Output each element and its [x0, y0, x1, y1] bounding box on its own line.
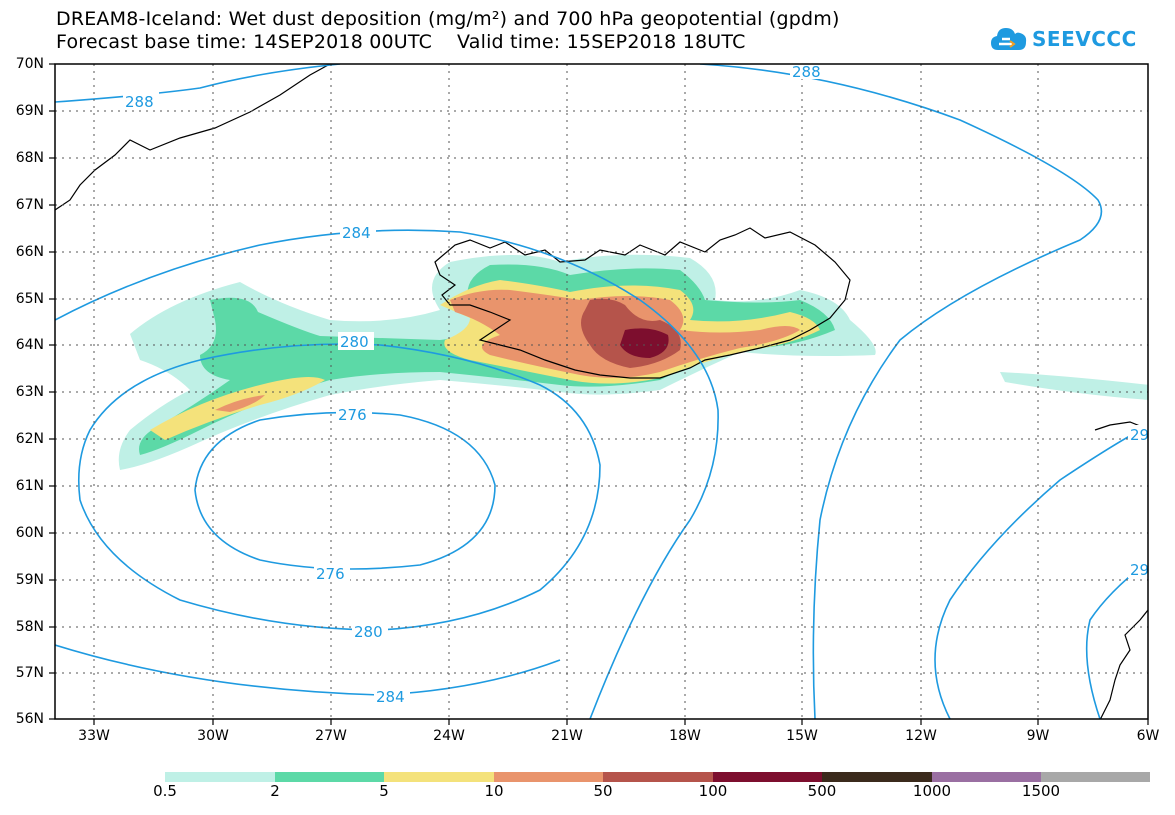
lon-label: 15W — [786, 728, 818, 744]
chart-title: DREAM8-Iceland: Wet dust deposition (mg/… — [56, 8, 840, 30]
legend-swatch-3 — [494, 772, 603, 782]
legend-label: 500 — [807, 782, 837, 800]
lat-label: 68N — [15, 150, 44, 166]
lat-label: 56N — [15, 711, 44, 727]
legend-colorbar — [165, 772, 1150, 782]
contour-276 — [194, 411, 496, 570]
legend-label: 5 — [379, 782, 389, 800]
greenland-coastline — [55, 64, 331, 211]
contour-labels: 288 288 284 284 280 280 276 276 29 29 — [123, 63, 1149, 706]
contour-label-276-a: 276 — [338, 406, 367, 424]
contour-288-north — [55, 64, 341, 103]
contour-292-south — [1085, 560, 1148, 719]
lat-label: 63N — [15, 384, 44, 400]
contour-label-280-a: 280 — [340, 333, 369, 351]
legend-swatch-1 — [275, 772, 384, 782]
contour-label-280-b: 280 — [354, 623, 383, 641]
dust-deposition-field — [118, 254, 1148, 470]
contour-label-292-a: 29 — [1130, 426, 1149, 444]
lon-label: 30W — [197, 728, 229, 744]
scotland-coastline — [1099, 609, 1148, 719]
contour-label-288-b: 288 — [792, 63, 821, 81]
logo-text: SEEVCCC — [1032, 27, 1137, 51]
lat-label: 58N — [15, 619, 44, 635]
lat-label: 67N — [15, 197, 44, 213]
contour-label-292-b: 29 — [1130, 561, 1149, 579]
lon-label: 24W — [433, 728, 465, 744]
contour-label-288-a: 288 — [125, 93, 154, 111]
legend-swatch-0 — [165, 772, 275, 782]
lat-label: 62N — [15, 431, 44, 447]
legend-swatch-4 — [603, 772, 713, 782]
dust-level-100 — [620, 328, 669, 358]
lat-label: 57N — [15, 665, 44, 681]
lon-label: 18W — [669, 728, 701, 744]
contour-label-284-a: 284 — [342, 224, 371, 242]
contour-288-east — [699, 64, 1103, 719]
legend-swatch-6 — [822, 772, 932, 782]
lat-label: 61N — [15, 478, 44, 494]
legend-label: 1500 — [1021, 782, 1061, 800]
legend-label: 50 — [593, 782, 613, 800]
chart-subtitle: Forecast base time: 14SEP2018 00UTC Vali… — [56, 31, 746, 53]
lat-label: 59N — [15, 572, 44, 588]
legend-label: 0.5 — [153, 782, 177, 800]
legend-swatch-8 — [1041, 772, 1150, 782]
contour-284 — [55, 229, 719, 719]
contour-label-284-b: 284 — [376, 688, 405, 706]
legend-swatch-7 — [932, 772, 1041, 782]
legend-label: 10 — [484, 782, 504, 800]
contour-292-north — [934, 425, 1148, 719]
legend-label: 1000 — [912, 782, 952, 800]
contour-label-276-b: 276 — [316, 565, 345, 583]
lat-label: 65N — [15, 291, 44, 307]
lon-label: 21W — [551, 728, 583, 744]
axis-ticks — [49, 63, 1149, 725]
lat-label: 69N — [15, 103, 44, 119]
lat-label: 64N — [15, 337, 44, 353]
lon-label: 33W — [78, 728, 110, 744]
cloud-icon — [991, 28, 1027, 50]
contour-284-south — [55, 644, 561, 696]
lon-label: 9W — [1026, 728, 1050, 744]
legend-swatch-5 — [713, 772, 822, 782]
grid-lines — [55, 64, 1148, 719]
contour-280 — [77, 343, 601, 631]
legend-label: 100 — [698, 782, 728, 800]
legend-label: 2 — [270, 782, 280, 800]
seevccc-logo: SEEVCCC — [990, 22, 1137, 56]
dust-level-10-west — [215, 395, 265, 412]
geopotential-contours — [55, 64, 1148, 719]
lon-label: 6W — [1136, 728, 1160, 744]
lon-label: 27W — [315, 728, 347, 744]
lon-label: 12W — [905, 728, 937, 744]
iceland-coastline — [434, 227, 851, 379]
lat-label: 70N — [15, 56, 44, 72]
dust-level-0-5-east — [1000, 372, 1148, 400]
lat-label: 66N — [15, 244, 44, 260]
legend-swatch-2 — [384, 772, 494, 782]
lat-label: 60N — [15, 525, 44, 541]
